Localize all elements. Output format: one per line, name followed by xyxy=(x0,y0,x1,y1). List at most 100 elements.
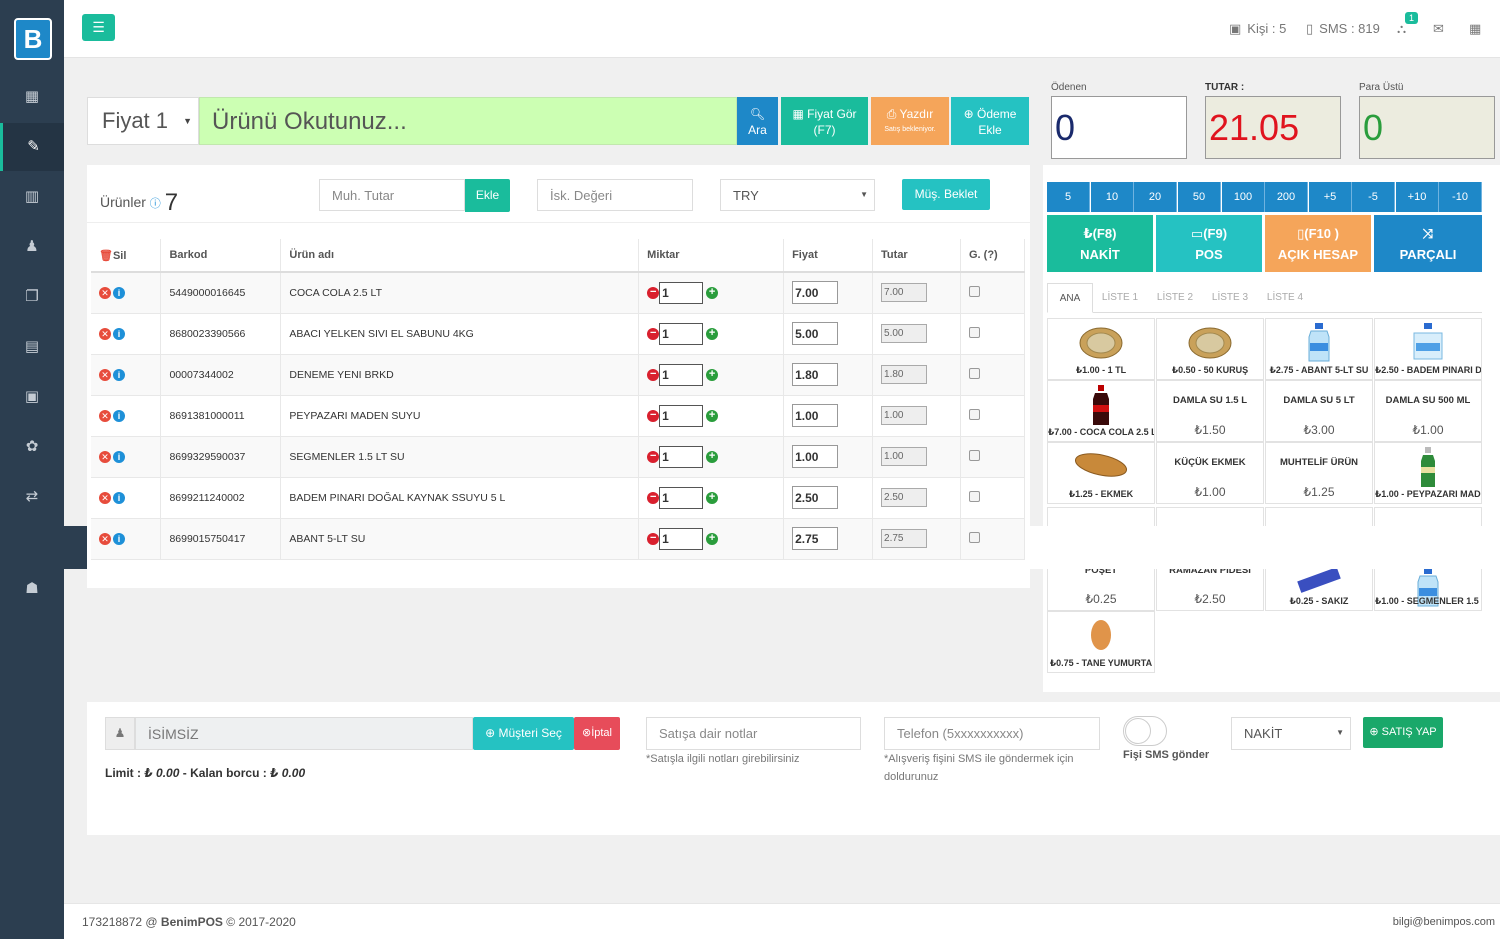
price-input[interactable]: 5.00 xyxy=(792,322,839,345)
minus-icon[interactable]: − xyxy=(647,491,660,504)
price-input[interactable]: 2.50 xyxy=(792,486,839,509)
info-icon[interactable]: i xyxy=(113,368,125,381)
minus-icon[interactable]: − xyxy=(647,368,660,381)
product-tile[interactable]: ₺1.00 - PEYPAZARI MADEN SUYU xyxy=(1374,442,1482,504)
remove-icon[interactable]: ✕ xyxy=(99,409,111,422)
iptal-button[interactable]: ⊗İptal xyxy=(574,717,620,750)
product-tile[interactable]: ₺2.75 - ABANT 5-LT SU xyxy=(1265,318,1373,380)
product-tile[interactable]: DAMLA SU 500 ML ₺1.00 xyxy=(1374,380,1482,442)
tab-ana[interactable]: ANA xyxy=(1047,283,1093,313)
pos-edit-icon[interactable]: ✎ xyxy=(0,123,64,171)
minus-icon[interactable]: − xyxy=(647,532,660,545)
info-icon[interactable]: i xyxy=(113,450,125,463)
product-tile[interactable]: ₺0.50 - 50 KURUŞ xyxy=(1156,318,1264,380)
price-input[interactable]: 1.80 xyxy=(792,363,839,386)
product-tile[interactable]: ₺7.00 - COCA COLA 2.5 LT xyxy=(1047,380,1155,442)
row-checkbox[interactable] xyxy=(969,490,980,502)
remove-icon[interactable]: ✕ xyxy=(99,532,111,545)
kisi-counter[interactable]: ▣ Kişi : 5 xyxy=(1229,21,1286,37)
price-input[interactable]: 2.75 xyxy=(792,527,839,550)
info-icon[interactable]: i xyxy=(113,286,125,299)
quick-amount-button[interactable]: 5 xyxy=(1047,182,1090,212)
benimpos-logo[interactable]: B xyxy=(14,18,52,60)
quick-amount-button[interactable]: 50 xyxy=(1178,182,1221,212)
minus-icon[interactable]: − xyxy=(647,450,660,463)
muh-tutar-input[interactable]: Muh. Tutar xyxy=(319,179,465,211)
quick-amount-button[interactable]: +10 xyxy=(1396,182,1439,212)
quick-amount-button[interactable]: 10 xyxy=(1091,182,1134,212)
tab-liste-2[interactable]: LİSTE 2 xyxy=(1156,292,1194,303)
quick-amount-button[interactable]: 200 xyxy=(1265,182,1308,212)
quick-amount-button[interactable]: 20 xyxy=(1134,182,1177,212)
phone-input[interactable]: Telefon (5xxxxxxxxxx) xyxy=(884,717,1100,750)
price-input[interactable]: 7.00 xyxy=(792,281,839,305)
product-tile[interactable]: DAMLA SU 1.5 L ₺1.50 xyxy=(1156,380,1264,442)
plus-icon[interactable]: + xyxy=(706,532,719,545)
grid-icon[interactable]: ▦ xyxy=(1469,21,1482,36)
product-tile[interactable]: ₺0.75 - TANE YUMURTA xyxy=(1047,611,1155,673)
quick-amount-button[interactable]: 100 xyxy=(1222,182,1265,212)
price-input[interactable]: 1.00 xyxy=(792,404,839,427)
info-icon[interactable]: i xyxy=(113,532,125,545)
minus-icon[interactable]: − xyxy=(647,327,660,340)
odenen-input[interactable]: 0 xyxy=(1051,96,1187,159)
plus-icon[interactable]: + xyxy=(706,450,719,463)
satis-yap-button[interactable]: ⊕ SATIŞ YAP xyxy=(1363,717,1443,748)
sale-notes-input[interactable]: Satışa dair notlar xyxy=(646,717,861,750)
iskonto-input[interactable]: İsk. Değeri xyxy=(537,179,693,211)
currency-select[interactable]: TRY ▼ xyxy=(720,179,875,211)
envelope-icon[interactable]: ✉ xyxy=(1433,21,1444,36)
info-icon[interactable]: i xyxy=(113,409,125,422)
ara-button[interactable]: 🔍︎ Ara xyxy=(737,97,778,145)
quantity-input[interactable]: 1 xyxy=(659,527,704,550)
quantity-input[interactable]: 1 xyxy=(659,404,704,427)
sitemap-icon[interactable]: ⛬ xyxy=(1397,21,1407,36)
product-tile[interactable]: ₺1.00 - 1 TL xyxy=(1047,318,1155,380)
row-checkbox[interactable] xyxy=(969,531,980,543)
dashboard-icon[interactable]: ▦ xyxy=(24,88,40,105)
odeme-ekle-button[interactable]: ⊕ Ödeme Ekle xyxy=(951,97,1029,145)
pos-button[interactable]: ▭(F9) POS xyxy=(1156,215,1262,272)
info-icon[interactable]: i xyxy=(113,491,125,504)
sms-counter[interactable]: ▯ SMS : 819 xyxy=(1306,21,1380,37)
tab-liste-3[interactable]: LİSTE 3 xyxy=(1211,292,1249,303)
row-checkbox[interactable] xyxy=(969,326,980,338)
plus-icon[interactable]: + xyxy=(706,368,719,381)
person-icon[interactable]: ♟ xyxy=(25,238,39,255)
document-icon[interactable]: ▤ xyxy=(24,338,40,355)
musteri-sec-button[interactable]: ⊕ Müşteri Seç xyxy=(473,717,574,750)
product-tile[interactable]: DAMLA SU 5 LT ₺3.00 xyxy=(1265,380,1373,442)
exchange-icon[interactable]: ⇄ xyxy=(25,488,39,505)
remove-icon[interactable]: ✕ xyxy=(99,368,111,381)
musteri-beklet-button[interactable]: Müş. Beklet xyxy=(902,179,990,210)
reports-icon[interactable]: ▥ xyxy=(24,188,40,205)
minus-icon[interactable]: − xyxy=(647,409,660,422)
acik-hesap-button[interactable]: ▯(F10 ) AÇIK HESAP xyxy=(1265,215,1371,272)
minus-icon[interactable]: − xyxy=(647,286,660,299)
barcode-scan-input[interactable]: Ürünü Okutunuz... xyxy=(199,97,737,145)
remove-icon[interactable]: ✕ xyxy=(99,491,111,504)
payment-type-select[interactable]: NAKİT ▼ xyxy=(1231,717,1351,750)
product-tile[interactable]: ₺1.25 - EKMEK xyxy=(1047,442,1155,504)
info-icon[interactable]: ⓘ xyxy=(149,198,161,210)
product-tile[interactable]: KÜÇÜK EKMEK ₺1.00 xyxy=(1156,442,1264,504)
product-tile[interactable]: ₺2.50 - BADEM PINARI DOĞAL xyxy=(1374,318,1482,380)
plus-icon[interactable]: + xyxy=(706,491,719,504)
copy-icon[interactable]: ❐ xyxy=(25,288,39,305)
remove-icon[interactable]: ✕ xyxy=(99,450,111,463)
info-icon[interactable]: i xyxy=(113,327,125,340)
quick-amount-button[interactable]: -10 xyxy=(1439,182,1482,212)
row-checkbox[interactable] xyxy=(969,449,980,461)
fiyat-gor-button[interactable]: ▦ Fiyat Gör (F7) xyxy=(781,97,868,145)
plus-icon[interactable]: + xyxy=(706,409,719,422)
quantity-input[interactable]: 1 xyxy=(659,281,704,304)
ekle-button[interactable]: Ekle xyxy=(465,179,510,212)
row-checkbox[interactable] xyxy=(969,408,980,420)
parcali-button[interactable]: ⤨ PARÇALI xyxy=(1374,215,1482,272)
remove-icon[interactable]: ✕ xyxy=(99,327,111,340)
users-icon[interactable]: ☗ xyxy=(25,580,39,597)
customer-name-input[interactable]: İSİMSİZ xyxy=(135,717,473,750)
quantity-input[interactable]: 1 xyxy=(659,322,704,345)
quick-amount-button[interactable]: +5 xyxy=(1309,182,1352,212)
row-checkbox[interactable] xyxy=(969,285,980,297)
